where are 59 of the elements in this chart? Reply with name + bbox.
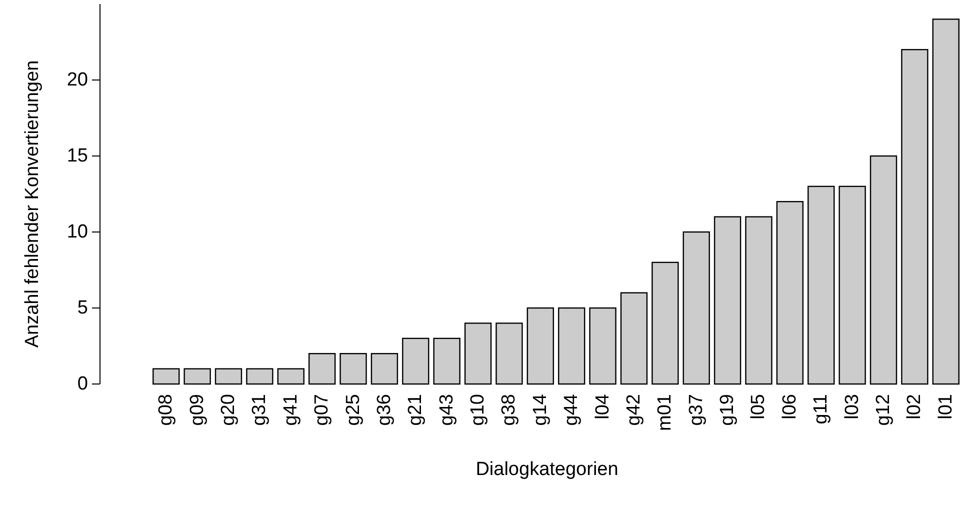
- bar: [838, 186, 866, 385]
- x-tick-label: m01: [654, 394, 676, 431]
- x-tick-label: g10: [468, 394, 489, 426]
- x-tick-label: g25: [342, 394, 364, 426]
- x-tick-label: g19: [717, 394, 738, 426]
- x-tick-label: l03: [842, 394, 863, 420]
- bar: [214, 368, 242, 385]
- x-tick-label: l05: [748, 394, 770, 420]
- bar: [433, 338, 460, 385]
- y-tick-label: 0: [77, 374, 88, 394]
- bar: [526, 307, 554, 385]
- x-tick-label: g36: [374, 394, 395, 426]
- x-tick-label: g37: [686, 394, 707, 426]
- x-tick-label: g21: [405, 394, 426, 426]
- x-tick-label: l04: [592, 394, 614, 420]
- x-tick-label: g31: [249, 394, 270, 426]
- y-tick-label: 20: [66, 70, 88, 90]
- bar: [745, 216, 772, 385]
- x-tick-label: g11: [810, 394, 832, 424]
- x-tick-label: g20: [218, 394, 239, 426]
- x-axis-title: Dialogkategorien: [476, 459, 618, 480]
- y-tick-label: 10: [66, 222, 88, 242]
- bar: [277, 368, 304, 385]
- bar: [464, 322, 492, 385]
- bar: [589, 307, 616, 385]
- y-axis-title: Anzahl fehlender Konvertierungen: [22, 60, 43, 348]
- x-tick-label: g38: [498, 394, 520, 426]
- x-tick-label: g09: [186, 394, 208, 426]
- x-tick-label: l06: [779, 394, 800, 420]
- bar: [370, 353, 398, 385]
- bar: [870, 155, 898, 385]
- bar: [184, 368, 211, 385]
- bar: [932, 18, 960, 385]
- bar: [308, 353, 336, 385]
- y-tick-label: 5: [77, 298, 88, 318]
- x-tick-label: g12: [873, 394, 894, 426]
- x-tick-label: g41: [280, 394, 302, 426]
- bar: [246, 368, 274, 385]
- bar: [558, 307, 586, 385]
- bar: [901, 49, 928, 385]
- bar: [808, 186, 835, 385]
- x-tick-label: g08: [156, 394, 177, 426]
- bar: [682, 231, 710, 385]
- bar: [496, 322, 523, 385]
- bar: [340, 353, 367, 385]
- x-tick-label: l01: [935, 394, 956, 420]
- bar: [776, 201, 804, 385]
- x-tick-label: g44: [561, 394, 582, 426]
- bar: [402, 338, 430, 385]
- x-tick-label: g14: [530, 394, 551, 426]
- bar: [714, 216, 742, 385]
- x-tick-label: g42: [623, 394, 644, 426]
- y-tick-label: 15: [66, 146, 88, 166]
- bar: [620, 292, 648, 385]
- bar: [152, 368, 180, 385]
- x-tick-label: l02: [904, 394, 926, 420]
- bar: [652, 262, 679, 385]
- x-tick-label: g07: [312, 394, 333, 426]
- x-tick-label: g43: [436, 394, 458, 426]
